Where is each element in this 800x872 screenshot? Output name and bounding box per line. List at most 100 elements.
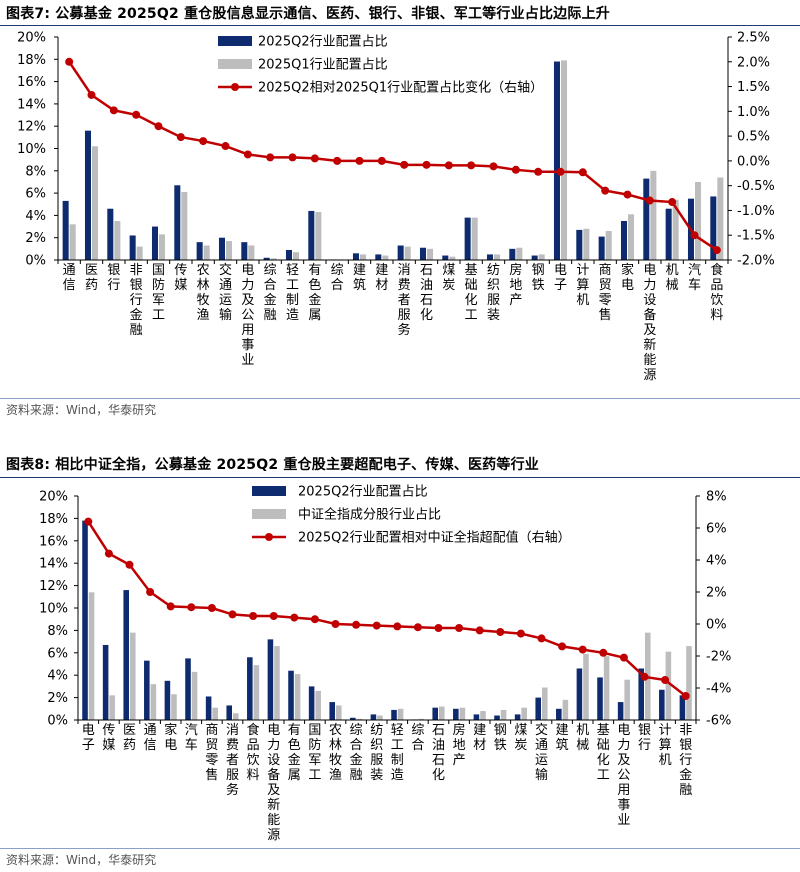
- bar-primary-交通运输: [535, 697, 541, 720]
- x-axis-category-label: 石油石化: [420, 263, 433, 323]
- left-axis-tick-label: 8%: [25, 164, 46, 179]
- bar-primary-电力设备及新能源: [643, 178, 650, 260]
- legend-bar-swatch: [218, 59, 252, 69]
- x-axis-category-label: 轻工制造: [286, 263, 299, 323]
- bar-secondary-家电: [171, 694, 177, 720]
- left-axis-tick-label: 4%: [25, 209, 46, 224]
- bar-primary-钢铁: [494, 715, 500, 720]
- bar-secondary-石油石化: [439, 706, 445, 720]
- bar-secondary-煤炭: [449, 256, 456, 260]
- change-point-机械: [668, 198, 677, 207]
- figure-8-source: 资料来源：Wind，华泰研究: [6, 853, 157, 867]
- figure-7-title: 图表7: 公募基金 2025Q2 重仓股信息显示通信、医药、银行、非银、军工等行…: [6, 6, 610, 22]
- bar-primary-建筑: [352, 253, 359, 260]
- bar-primary-石油石化: [419, 247, 426, 260]
- bar-primary-房地产: [453, 708, 459, 720]
- bar-secondary-农林牧渔: [336, 705, 342, 720]
- legend-label: 2025Q2行业配置占比: [258, 35, 388, 50]
- change-point-有色金属: [290, 613, 299, 622]
- bar-secondary-房地产: [516, 247, 523, 260]
- bar-primary-综合金融: [350, 717, 356, 720]
- x-axis-category-label: 机械: [576, 723, 589, 753]
- change-point-银行: [109, 106, 118, 115]
- bar-secondary-汽车: [191, 671, 198, 720]
- change-point-汽车: [690, 231, 699, 240]
- x-axis-category-label: 交通运输: [535, 722, 548, 783]
- bar-primary-汽车: [185, 658, 191, 720]
- bar-secondary-钢铁: [538, 254, 545, 260]
- right-axis-tick-label: -2%: [706, 650, 731, 665]
- bar-primary-房地产: [509, 248, 516, 260]
- bar-secondary-计算机: [665, 651, 672, 720]
- bar-secondary-电子: [88, 592, 95, 720]
- bar-secondary-电力设备及新能源: [274, 646, 280, 720]
- bar-secondary-国防军工: [315, 690, 321, 720]
- change-point-石油石化: [434, 624, 443, 632]
- left-axis-tick-label: 2%: [25, 231, 46, 246]
- bar-primary-农林牧渔: [196, 242, 203, 260]
- x-axis-category-label: 基础化工: [465, 263, 478, 323]
- bar-secondary-钢铁: [500, 709, 507, 720]
- x-axis-category-label: 非银行金融: [130, 263, 143, 338]
- bar-primary-食品饮料: [247, 657, 253, 720]
- x-axis-category-label: 煤炭: [514, 723, 527, 753]
- bar-primary-商贸零售: [205, 696, 212, 720]
- change-point-消费者服务: [228, 610, 237, 619]
- change-point-电力设备及新能源: [269, 612, 278, 620]
- left-axis-tick-label: 0%: [25, 254, 46, 269]
- x-axis-category-label: 交通运输: [219, 262, 232, 323]
- bar-secondary-电力及公用事业: [624, 679, 630, 720]
- bar-secondary-煤炭: [521, 707, 527, 720]
- bar-secondary-非银行金融: [136, 246, 143, 260]
- bar-secondary-传媒: [181, 191, 188, 260]
- change-point-计算机: [578, 168, 587, 177]
- right-axis-tick-label: 8%: [706, 490, 727, 505]
- bar-primary-综合金融: [263, 257, 270, 260]
- x-axis-category-label: 食品饮料: [247, 722, 260, 783]
- bar-secondary-电力设备及新能源: [650, 170, 657, 260]
- x-axis-category-label: 农林牧渔: [197, 263, 210, 323]
- bar-secondary-有色金属: [294, 674, 301, 720]
- figure-7-title-rule: [0, 25, 800, 26]
- change-point-医药: [125, 560, 134, 569]
- legend-line-marker: [231, 83, 239, 91]
- change-point-医药: [87, 90, 96, 99]
- legend-label: 2025Q2行业配置相对中证全指超配值（右轴）: [298, 530, 571, 546]
- right-axis-tick-label: -6%: [706, 714, 731, 729]
- bar-secondary-机械: [672, 199, 679, 260]
- bar-secondary-非银行金融: [686, 646, 692, 720]
- x-axis-category-label: 建筑: [353, 263, 366, 293]
- left-axis-tick-label: 4%: [47, 669, 68, 684]
- bar-secondary-食品饮料: [253, 665, 260, 720]
- bar-secondary-电子: [561, 60, 568, 260]
- figure-7-source: 资料来源：Wind，华泰研究: [6, 403, 157, 417]
- left-axis-tick-label: 2%: [47, 691, 68, 706]
- x-axis-category-label: 煤炭: [442, 263, 455, 293]
- bar-primary-石油石化: [432, 707, 438, 720]
- bar-secondary-建材: [480, 711, 486, 720]
- bar-primary-轻工制造: [285, 249, 292, 260]
- bar-primary-消费者服务: [226, 705, 232, 720]
- left-axis-tick-label: 20%: [39, 490, 68, 505]
- bar-secondary-电力及公用事业: [248, 245, 255, 260]
- x-axis-category-label: 计算机: [659, 723, 672, 768]
- bar-secondary-建筑: [360, 254, 367, 260]
- bar-primary-农林牧渔: [329, 702, 335, 720]
- figure-8-chart: 0% 2% 4% 6% 8% 10% 12% 14% 16% 18% 20% -6% -4% -2% 0% 2…: [39, 485, 731, 844]
- change-point-汽车: [187, 603, 196, 612]
- bar-primary-银行: [107, 208, 114, 260]
- x-axis-category-label: 纺织服装: [487, 263, 500, 323]
- right-axis-tick-label: 1.0%: [737, 105, 770, 120]
- change-point-计算机: [661, 676, 670, 684]
- bar-secondary-基础化工: [471, 217, 478, 260]
- x-axis-category-label: 计算机: [576, 263, 589, 308]
- x-axis-category-label: 商贸零售: [599, 263, 612, 323]
- left-axis-tick-label: 10%: [39, 602, 68, 617]
- change-point-煤炭: [444, 161, 453, 170]
- change-point-非银行金融: [132, 110, 141, 119]
- x-axis-category-label: 医药: [85, 263, 98, 293]
- figure-7-chart: 0% 2% 4% 6% 8% 10% 12% 14% 16% 18% 20% -2.0% -1.5% -1…: [17, 31, 775, 384]
- x-axis-category-label: 电子: [554, 263, 567, 293]
- change-point-银行: [640, 672, 649, 681]
- change-point-轻工制造: [288, 153, 297, 162]
